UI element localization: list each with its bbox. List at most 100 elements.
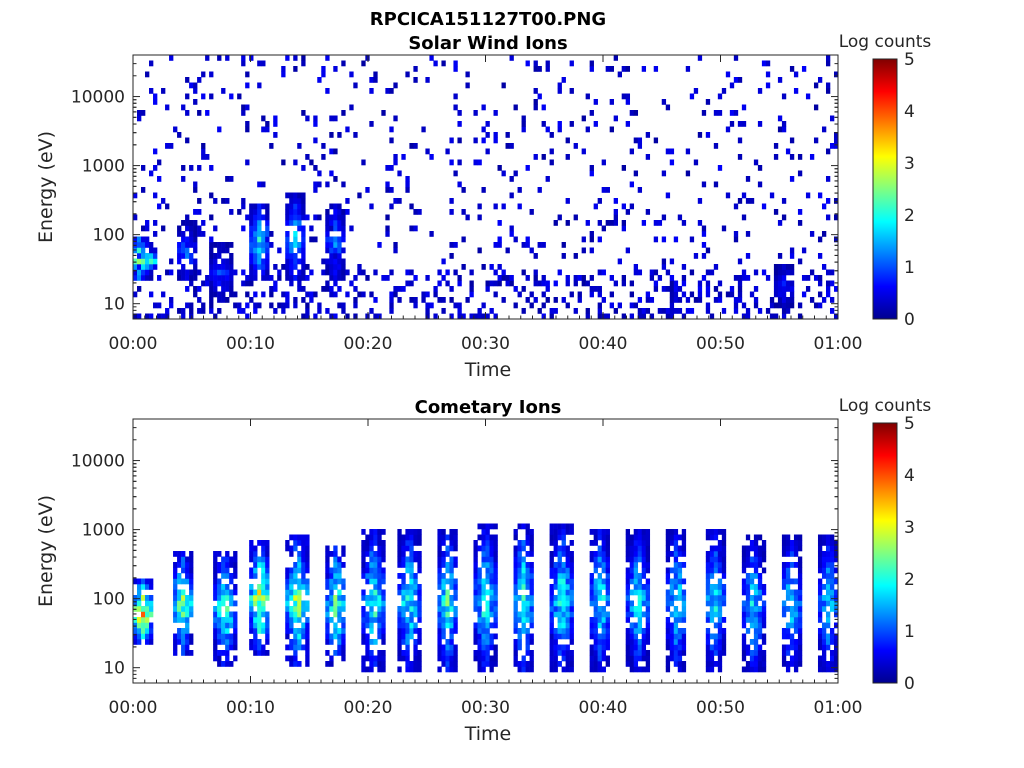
spectrogram-cell xyxy=(229,589,234,596)
spectrogram-cell xyxy=(677,308,683,314)
spectrogram-cell xyxy=(789,589,795,596)
spectrogram-cell xyxy=(405,187,410,193)
spectrogram-cell xyxy=(769,192,775,199)
spectrogram-cell xyxy=(401,154,406,160)
spectrogram-cell xyxy=(485,556,490,563)
axis-ticks: 00:00 00:10 00:20 00:30 00:40 00:50 01:0010100… xyxy=(71,414,915,718)
spectrogram-cell xyxy=(133,258,138,265)
spectrogram-cell xyxy=(533,280,538,287)
spectrogram-cell xyxy=(413,551,418,557)
spectrogram-cell xyxy=(833,633,839,640)
spectrogram-cell xyxy=(625,247,631,254)
spectrogram-cell xyxy=(449,573,454,579)
spectrogram-cell xyxy=(453,562,458,568)
spectrogram-cell xyxy=(713,606,719,612)
spectrogram-cell xyxy=(329,606,334,612)
spectrogram-cell xyxy=(793,650,799,656)
spectrogram-cell xyxy=(353,132,358,138)
spectrogram-cell xyxy=(633,644,639,651)
spectrogram-cell xyxy=(413,666,418,673)
spectrogram-cell xyxy=(273,308,278,314)
spectrogram-cell xyxy=(697,198,703,204)
spectrogram-cell xyxy=(321,286,326,292)
spectrogram-cell xyxy=(297,540,302,546)
spectrogram-cell xyxy=(217,253,222,259)
spectrogram-cell xyxy=(285,589,290,596)
spectrogram-cell xyxy=(293,55,298,61)
spectrogram-cell xyxy=(333,209,338,215)
spectrogram-cell xyxy=(625,121,631,127)
spectrogram-cell xyxy=(641,573,647,579)
spectrogram-cell xyxy=(753,551,759,557)
spectrogram-cell xyxy=(217,578,222,585)
spectrogram-cell xyxy=(265,225,270,232)
spectrogram-cell xyxy=(677,562,683,568)
spectrogram-cell xyxy=(181,617,186,623)
spectrogram-cell xyxy=(145,584,150,590)
spectrogram-cell xyxy=(489,556,494,563)
spectrogram-cell xyxy=(345,313,350,320)
spectrogram-cell xyxy=(305,302,310,309)
spectrogram-cell xyxy=(161,291,166,298)
spectrogram-cell xyxy=(141,225,146,232)
spectrogram-cell xyxy=(209,302,214,309)
spectrogram-cell xyxy=(189,562,194,568)
spectrogram-cell xyxy=(721,650,727,656)
spectrogram-cell xyxy=(665,540,671,546)
spectrogram-cell xyxy=(133,578,138,585)
spectrogram-cell xyxy=(325,220,330,226)
spectrogram-cell xyxy=(489,545,494,552)
spectrogram-cell xyxy=(709,567,715,574)
spectrogram-cell xyxy=(753,644,759,651)
spectrogram-cell xyxy=(437,639,442,645)
spectrogram-cell xyxy=(301,231,306,237)
spectrogram-cell xyxy=(489,655,494,662)
spectrogram-cell xyxy=(301,264,306,270)
spectrogram-cell xyxy=(389,203,394,210)
spectrogram-cell xyxy=(177,269,182,276)
spectrogram-cell xyxy=(249,209,254,215)
spectrogram-cell xyxy=(441,655,446,662)
spectrogram-cell xyxy=(741,584,747,590)
spectrogram-cell xyxy=(233,611,238,618)
spectrogram-cell xyxy=(681,600,687,607)
spectrogram-cell xyxy=(721,534,727,541)
spectrogram-cell xyxy=(797,578,803,585)
spectrogram-cell xyxy=(149,258,154,265)
spectrogram-cell xyxy=(565,529,570,535)
spectrogram-cell xyxy=(705,611,711,618)
spectrogram-cell xyxy=(289,258,294,265)
spectrogram-cell xyxy=(253,220,258,226)
spectrogram-cell xyxy=(717,545,723,552)
spectrogram-cell xyxy=(441,308,446,314)
spectrogram-cell xyxy=(781,567,787,574)
spectrogram-cell xyxy=(301,110,306,116)
spectrogram-cell xyxy=(721,600,727,607)
spectrogram-cell xyxy=(645,611,651,618)
spectrogram-cell xyxy=(317,308,322,314)
spectrogram-cell xyxy=(781,584,787,590)
spectrogram-cell xyxy=(341,275,346,281)
spectrogram-cell xyxy=(209,71,214,78)
spectrogram-cell xyxy=(293,231,298,237)
spectrogram-cell xyxy=(253,644,258,651)
spectrogram-cell xyxy=(485,600,490,607)
spectrogram-cell xyxy=(377,589,382,596)
spectrogram-cell xyxy=(329,253,334,259)
spectrogram-cell xyxy=(505,132,510,138)
spectrogram-cell xyxy=(717,655,723,662)
spectrogram-cell xyxy=(257,562,262,568)
spectrogram-cell xyxy=(557,633,562,640)
spectrogram-cell xyxy=(137,584,142,590)
spectrogram-cell xyxy=(369,203,374,210)
spectrogram-cell xyxy=(601,567,606,574)
spectrogram-cell xyxy=(745,556,751,563)
spectrogram-cell xyxy=(557,529,562,535)
spectrogram-cell xyxy=(285,236,290,243)
y-tick-label: 1000 xyxy=(82,521,125,541)
spectrogram-cell xyxy=(641,540,647,546)
spectrogram-cell xyxy=(561,611,566,618)
spectrogram-cell xyxy=(405,534,410,541)
spectrogram-cell xyxy=(449,556,454,563)
spectrogram-cell xyxy=(561,567,566,574)
